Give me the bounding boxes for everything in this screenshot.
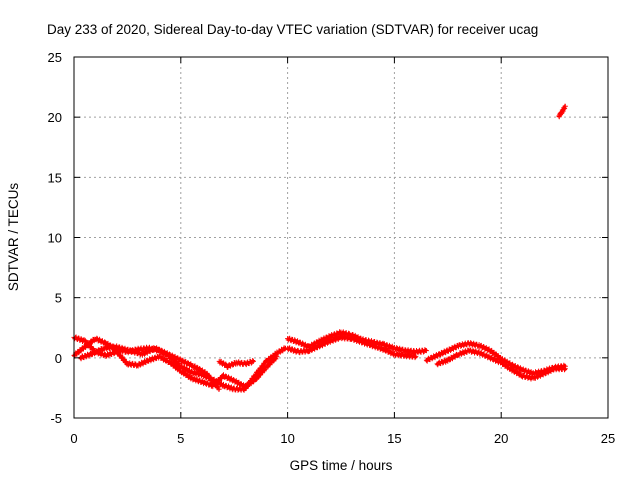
x-tick-label: 20 [494,431,508,446]
data-trace [556,103,568,120]
data-trace [77,343,222,392]
x-tick-label: 5 [177,431,184,446]
x-tick-label: 0 [70,431,77,446]
data-points [71,103,568,393]
y-tick-label: -5 [50,411,62,426]
trace-markers [216,358,256,370]
x-tick-label: 25 [601,431,615,446]
data-trace [216,358,256,370]
data-trace [71,335,288,393]
data-trace [285,333,419,361]
y-tick-label: 10 [48,231,62,246]
trace-markers [77,343,222,392]
chart-title: Day 233 of 2020, Sidereal Day-to-day VTE… [47,22,538,37]
data-trace [434,347,568,382]
y-tick-label: 5 [55,291,62,306]
x-tick-label: 15 [387,431,401,446]
x-tick-label: 10 [280,431,294,446]
trace-markers [71,335,288,393]
y-tick-label: 15 [48,170,62,185]
grid [74,57,608,418]
y-tick-label: 0 [55,351,62,366]
axis-ticks: 0 5 10 15 20 25 -5 0 5 10 15 20 25 [48,50,616,446]
y-tick-label: 25 [48,50,62,65]
y-tick-label: 20 [48,110,62,125]
x-axis-label: GPS time / hours [290,458,393,473]
trace-markers [434,347,568,382]
trace-markers [285,333,419,361]
trace-markers [556,103,568,120]
y-axis-label: SDTVAR / TECUs [6,183,21,292]
